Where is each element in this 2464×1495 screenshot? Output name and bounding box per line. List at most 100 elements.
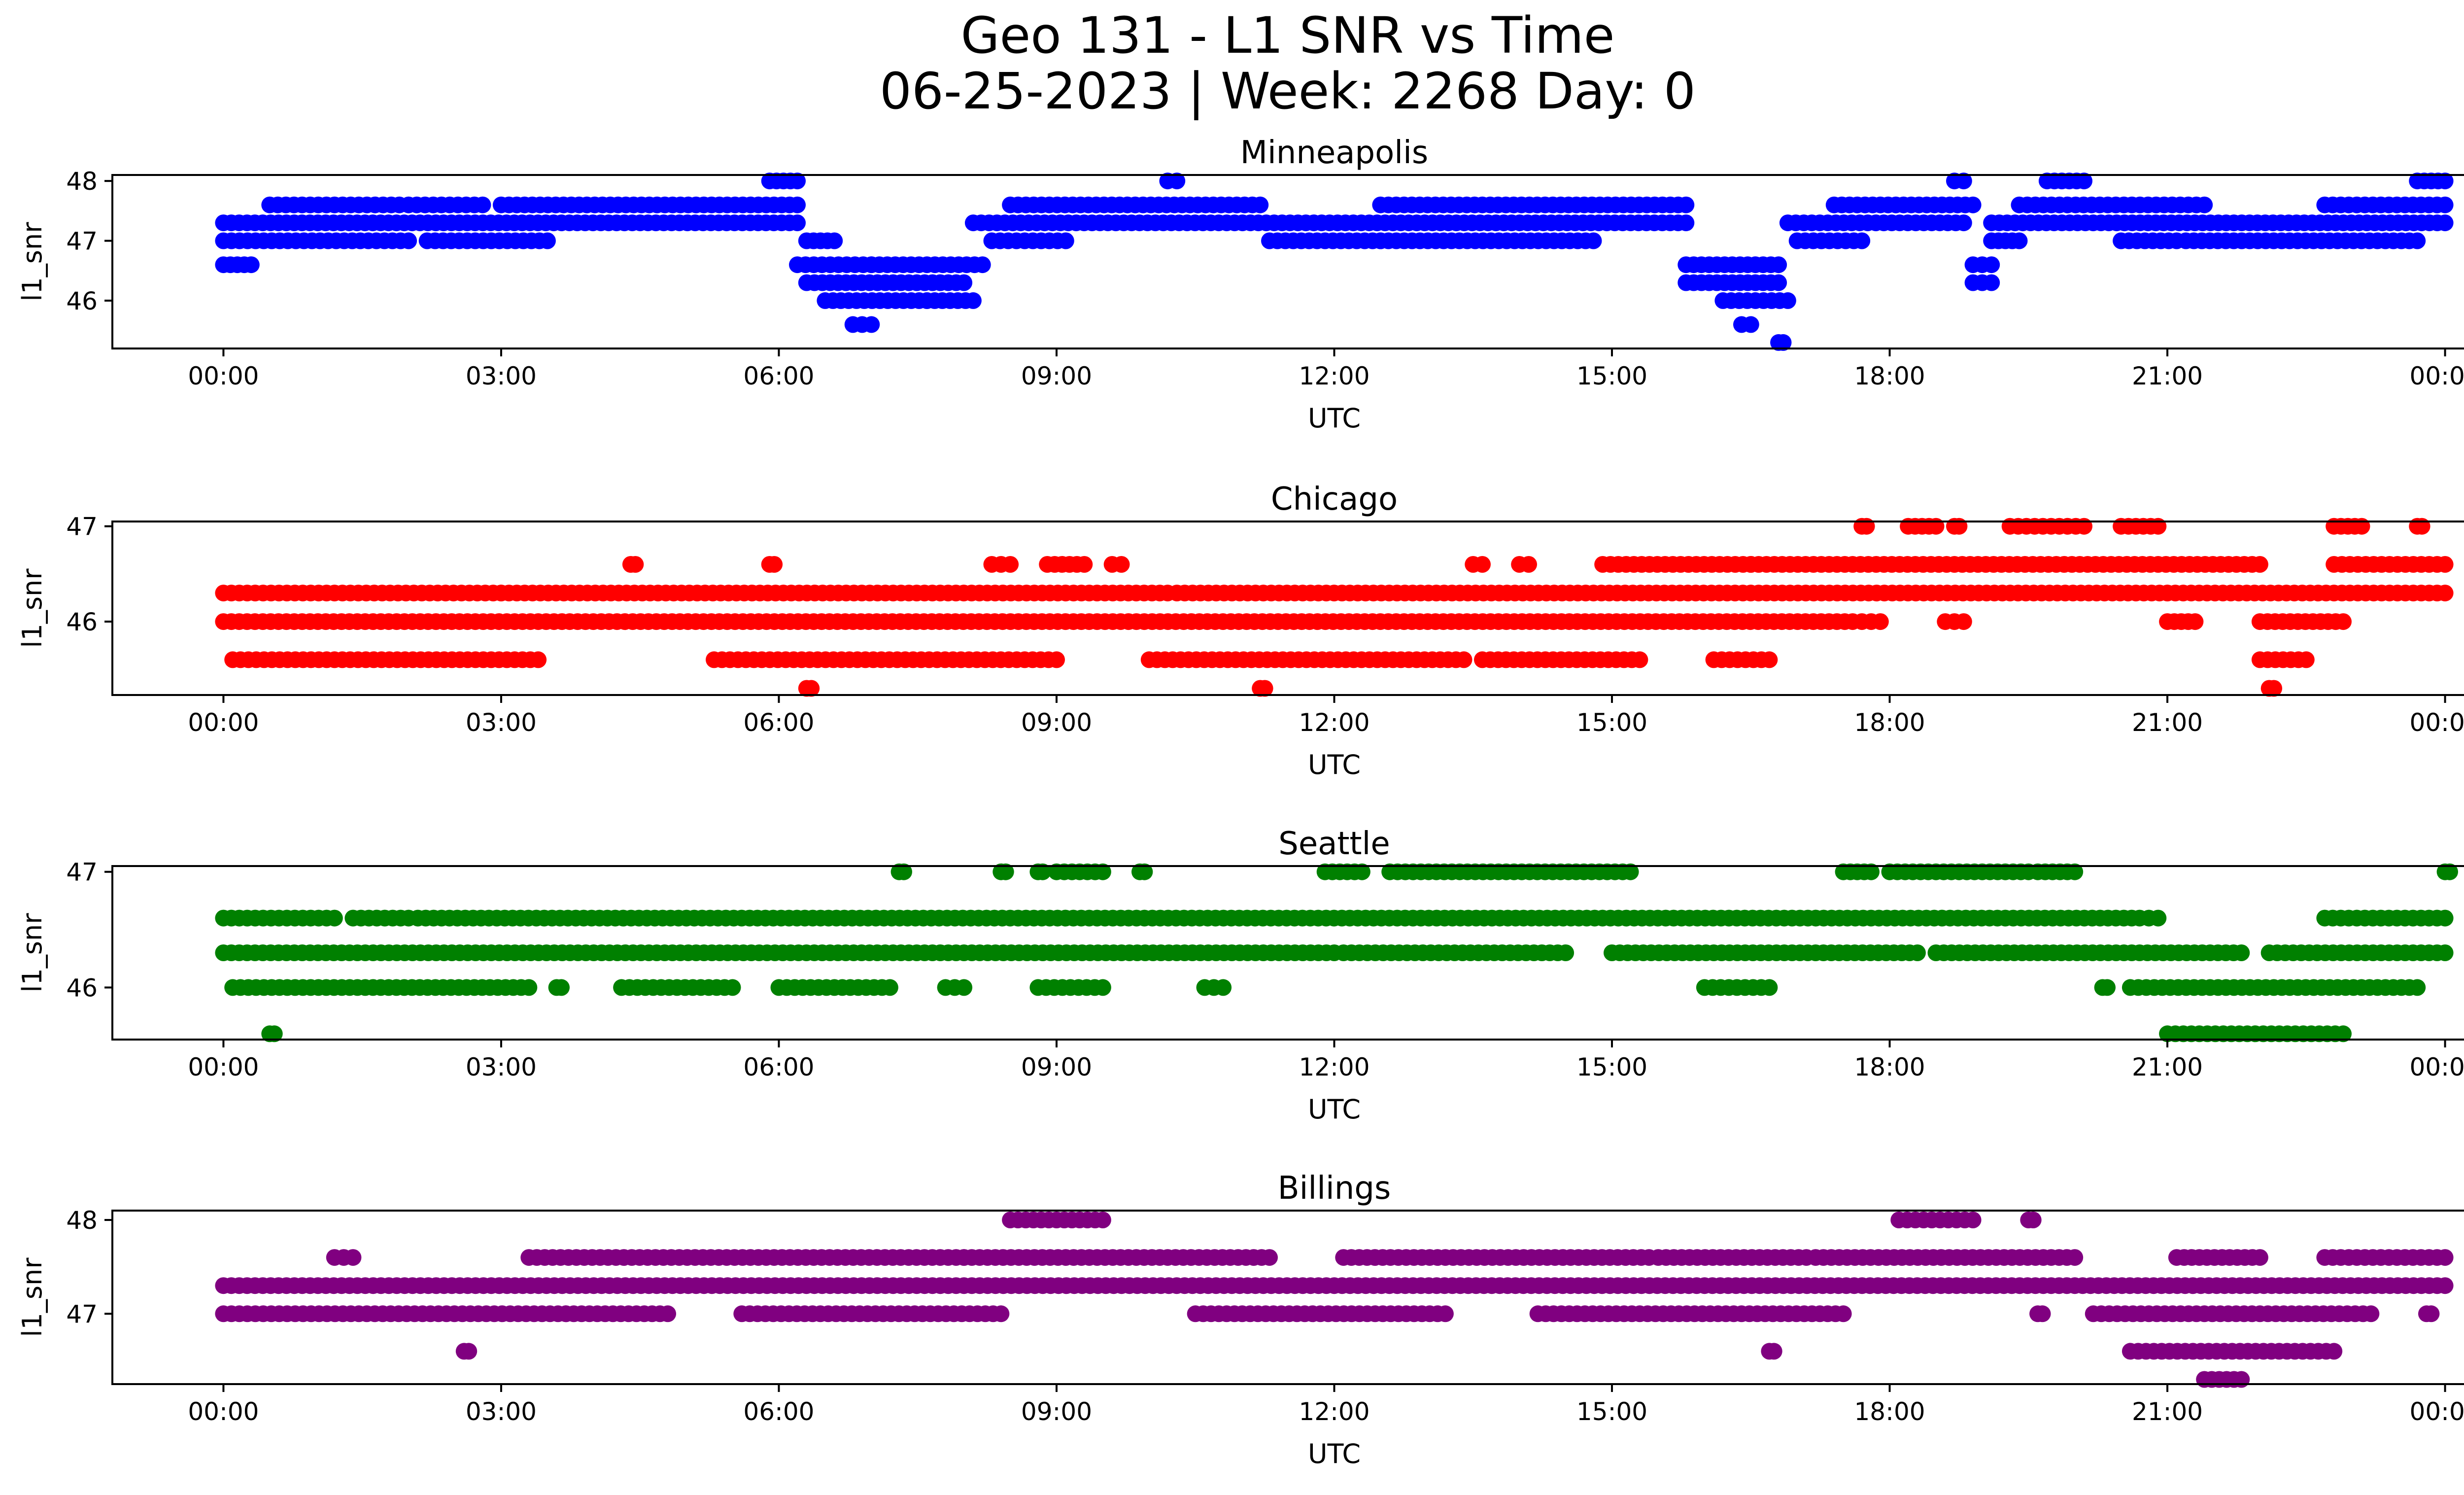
data-point — [1765, 1343, 1782, 1360]
y-tick-label: 47 — [66, 1300, 98, 1328]
data-point — [1585, 232, 1602, 249]
x-tick-label: 15:00 — [1576, 708, 1647, 737]
data-point — [1437, 1305, 1454, 1322]
data-point — [1835, 1305, 1852, 1322]
data-point — [1136, 863, 1153, 880]
data-point — [1742, 316, 1759, 333]
data-point — [1858, 518, 1875, 535]
data-point — [2436, 585, 2454, 602]
x-tick-label: 03:00 — [466, 708, 537, 737]
data-point — [956, 979, 973, 996]
data-point — [1631, 651, 1648, 668]
data-point — [1983, 274, 2000, 291]
x-tick-label: 12:00 — [1299, 362, 1369, 390]
data-point — [1955, 613, 1972, 630]
data-point — [2436, 214, 2454, 232]
data-point — [1168, 173, 1186, 190]
data-point — [627, 556, 644, 573]
y-axis-label: l1_snr — [17, 1257, 48, 1337]
y-tick-label: 47 — [66, 227, 98, 256]
data-point — [1955, 214, 1972, 232]
x-tick-label: 06:00 — [743, 1397, 814, 1426]
data-point — [1094, 863, 1111, 880]
x-tick-label: 21:00 — [2132, 1053, 2203, 1081]
data-point — [2150, 909, 2167, 927]
data-point — [1256, 680, 1273, 697]
data-point — [2265, 680, 2283, 697]
x-tick-label: 12:00 — [1299, 708, 1369, 737]
y-tick-label: 48 — [66, 167, 98, 196]
data-point — [1076, 556, 1093, 573]
data-point — [266, 1025, 283, 1043]
data-point — [1520, 556, 1537, 573]
y-tick-label: 46 — [66, 287, 98, 315]
figure-title-line2: 06-25-2023 | Week: 2268 Day: 0 — [880, 62, 1696, 121]
plot-frame — [111, 521, 2464, 696]
data-point — [826, 232, 843, 249]
x-tick-label: 03:00 — [466, 362, 537, 390]
x-tick-label: 06:00 — [743, 362, 814, 390]
data-point — [1094, 1212, 1111, 1228]
data-point — [400, 232, 417, 249]
x-tick-label: 00:00 — [188, 1053, 259, 1081]
panel-title: Chicago — [1271, 481, 1398, 518]
x-axis-label: UTC — [1308, 749, 1361, 780]
data-point — [895, 863, 912, 880]
data-point — [1761, 651, 1778, 668]
x-tick-label: 09:00 — [1021, 708, 1092, 737]
data-point — [863, 316, 880, 333]
data-point — [1034, 863, 1051, 880]
data-point — [2436, 1277, 2454, 1294]
data-point — [344, 1249, 362, 1266]
data-point — [2233, 1371, 2250, 1388]
data-point — [2034, 1305, 2051, 1322]
data-point — [2297, 651, 2315, 668]
data-point — [1094, 979, 1111, 996]
data-point — [1002, 556, 1019, 573]
data-point — [2436, 1249, 2454, 1266]
panel-chicago: Chicago 00:00 03:00 06:00 09:00 12:00 15:00 18:… — [17, 481, 2464, 780]
data-point — [997, 863, 1014, 880]
x-tick-label: 15:00 — [1576, 1053, 1647, 1081]
data-point — [2196, 196, 2213, 213]
data-point — [1951, 518, 1968, 535]
x-tick-label: 21:00 — [2132, 362, 2203, 390]
data-point — [766, 556, 783, 573]
panel-title: Billings — [1278, 1170, 1391, 1207]
data-point — [1677, 196, 1695, 213]
data-point — [2233, 944, 2250, 961]
data-point — [2335, 613, 2352, 630]
x-tick-label: 06:00 — [743, 1053, 814, 1081]
data-point — [1252, 196, 1269, 213]
data-point — [1853, 232, 1871, 249]
data-point — [474, 196, 491, 213]
data-point — [2251, 1249, 2268, 1266]
data-point — [553, 979, 570, 996]
x-axis-label: UTC — [1308, 1438, 1361, 1469]
x-tick-label: 03:00 — [466, 1397, 537, 1426]
data-point — [1353, 863, 1370, 880]
data-point — [520, 979, 538, 996]
data-point — [2024, 1212, 2042, 1228]
data-point — [1113, 556, 1130, 573]
data-point — [1927, 518, 1945, 535]
data-point — [2423, 1305, 2440, 1322]
data-point — [1455, 651, 1472, 668]
data-point — [1057, 232, 1074, 249]
data-point — [2436, 196, 2454, 213]
x-axis-label: UTC — [1308, 1094, 1361, 1125]
data-point — [1775, 334, 1792, 351]
data-point — [2436, 944, 2454, 961]
data-point — [2362, 1305, 2380, 1322]
x-tick-label: 00:00 — [2410, 362, 2464, 390]
y-axis-label: l1_snr — [17, 913, 48, 993]
x-tick-label: 18:00 — [1854, 1397, 1925, 1426]
x-tick-label: 00:00 — [2410, 1397, 2464, 1426]
data-point — [2441, 863, 2458, 880]
data-point — [2066, 1249, 2084, 1266]
data-point — [1964, 1212, 1982, 1228]
data-point — [530, 651, 547, 668]
panel-billings: Billings 00:00 03:00 06:00 09:00 12:00 15:00 18… — [17, 1170, 2464, 1469]
data-point — [2011, 232, 2028, 249]
